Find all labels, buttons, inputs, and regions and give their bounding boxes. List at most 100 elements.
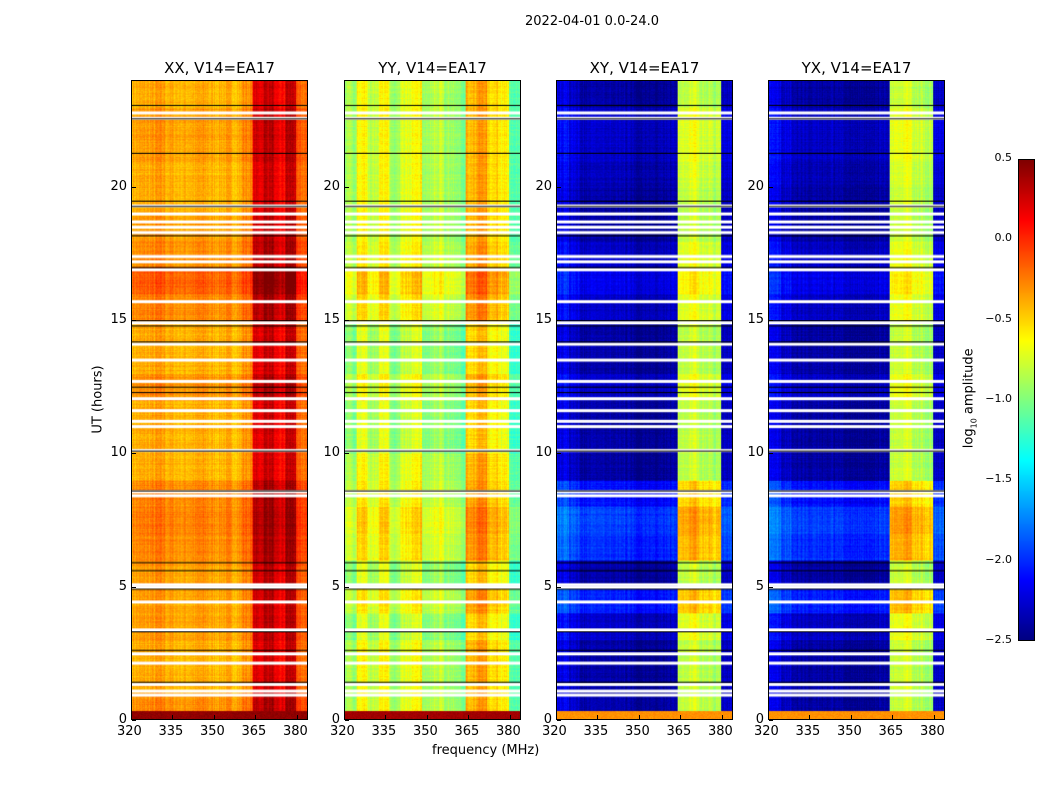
x-tick-mark [468, 715, 470, 719]
y-tick-label: 0 [543, 712, 552, 727]
x-tick-label: 365 [878, 724, 904, 739]
y-tick-mark [769, 586, 773, 588]
colorbar-tick-label: 0.5 [994, 151, 1013, 164]
x-tick-label: 320 [117, 724, 142, 739]
y-tick-label: 5 [543, 578, 552, 594]
colorbar [1018, 159, 1035, 641]
y-tick-mark [345, 186, 349, 188]
y-tick-mark [132, 586, 136, 588]
y-tick-label: 15 [747, 312, 764, 327]
colorbar-label-log: log [961, 428, 977, 449]
y-tick-label: 5 [331, 578, 340, 594]
y-tick-mark [345, 453, 349, 455]
y-tick-mark [557, 720, 561, 721]
y-tick-label: 20 [323, 178, 340, 194]
y-tick-mark [132, 320, 136, 321]
y-tick-label: 10 [747, 445, 764, 461]
y-tick-label: 20 [110, 178, 127, 194]
heatmap-panel [344, 80, 521, 720]
x-tick-mark [638, 715, 640, 719]
y-tick-label: 5 [755, 578, 764, 594]
x-tick-label: 365 [241, 724, 267, 739]
heatmap-panel [768, 80, 945, 720]
x-tick-mark [768, 715, 769, 719]
y-tick-mark [557, 320, 561, 321]
x-tick-mark [809, 715, 811, 719]
x-tick-label: 350 [836, 724, 862, 739]
x-tick-label: 320 [330, 724, 355, 739]
x-tick-mark [131, 715, 132, 719]
y-tick-label: 5 [118, 578, 127, 594]
x-tick-mark [255, 715, 257, 719]
y-tick-mark [769, 720, 773, 721]
x-tick-mark [344, 715, 345, 719]
y-tick-label: 0 [331, 712, 340, 727]
y-tick-label: 10 [323, 445, 340, 461]
y-tick-mark [345, 586, 349, 588]
x-tick-mark [296, 715, 298, 719]
x-tick-label: 335 [158, 724, 184, 739]
y-tick-mark [132, 186, 136, 188]
y-tick-mark [557, 453, 561, 455]
colorbar-tick-label: −1.0 [985, 392, 1012, 405]
x-tick-label: 320 [542, 724, 567, 739]
x-tick-label: 335 [583, 724, 609, 739]
y-axis-label: UT (hours) [90, 365, 106, 434]
y-tick-mark [345, 720, 349, 721]
y-tick-label: 0 [118, 712, 127, 727]
y-tick-mark [769, 453, 773, 455]
x-tick-label: 350 [624, 724, 650, 739]
y-tick-label: 20 [747, 178, 764, 194]
x-tick-mark [172, 715, 174, 719]
colorbar-tick-label: −2.0 [985, 552, 1012, 566]
x-tick-mark [597, 715, 599, 719]
x-tick-label: 365 [454, 724, 480, 739]
y-tick-mark [557, 586, 561, 588]
colorbar-tick-label: −1.5 [985, 472, 1012, 486]
y-tick-label: 15 [535, 312, 552, 327]
x-tick-label: 380 [919, 724, 945, 739]
colorbar-label-sub: 10 [969, 418, 979, 429]
x-tick-mark [426, 715, 428, 719]
y-tick-label: 15 [110, 312, 127, 327]
x-tick-label: 320 [754, 724, 779, 739]
x-tick-label: 335 [795, 724, 821, 739]
x-tick-mark [892, 715, 894, 719]
y-tick-mark [769, 320, 773, 321]
heatmap-panel [131, 80, 308, 720]
heatmap-panel [556, 80, 733, 720]
y-tick-mark [345, 320, 349, 321]
y-tick-label: 10 [535, 445, 552, 461]
colorbar-tick-label: −2.5 [985, 633, 1012, 646]
panel-title: XY, V14=EA17 [589, 59, 700, 77]
x-axis-label: frequency (MHz) [432, 743, 540, 758]
y-tick-label: 15 [323, 312, 340, 327]
figure-title: 2022-04-01 0.0-24.0 [525, 14, 659, 29]
x-tick-mark [721, 715, 723, 719]
x-tick-mark [850, 715, 852, 719]
x-tick-label: 380 [282, 724, 308, 739]
colorbar-tick-label: 0.0 [994, 231, 1013, 245]
x-tick-label: 335 [371, 724, 397, 739]
x-tick-mark [933, 715, 935, 719]
y-tick-label: 20 [535, 178, 552, 194]
x-tick-mark [556, 715, 557, 719]
x-tick-mark [213, 715, 215, 719]
panel-title: XX, V14=EA17 [164, 59, 275, 77]
colorbar-label-rest: amplitude [961, 348, 977, 419]
x-tick-mark [680, 715, 682, 719]
y-tick-mark [132, 453, 136, 455]
colorbar-tick-label: −0.5 [985, 311, 1012, 325]
x-tick-mark [385, 715, 387, 719]
y-tick-mark [557, 186, 561, 188]
panel-title: YY, V14=EA17 [378, 59, 487, 77]
x-tick-label: 365 [666, 724, 692, 739]
x-tick-label: 380 [495, 724, 521, 739]
x-tick-label: 380 [707, 724, 733, 739]
y-tick-mark [132, 720, 136, 721]
panel-title: YX, V14=EA17 [801, 59, 912, 77]
x-tick-mark [509, 715, 511, 719]
x-tick-label: 350 [199, 724, 225, 739]
y-tick-label: 10 [110, 445, 127, 461]
